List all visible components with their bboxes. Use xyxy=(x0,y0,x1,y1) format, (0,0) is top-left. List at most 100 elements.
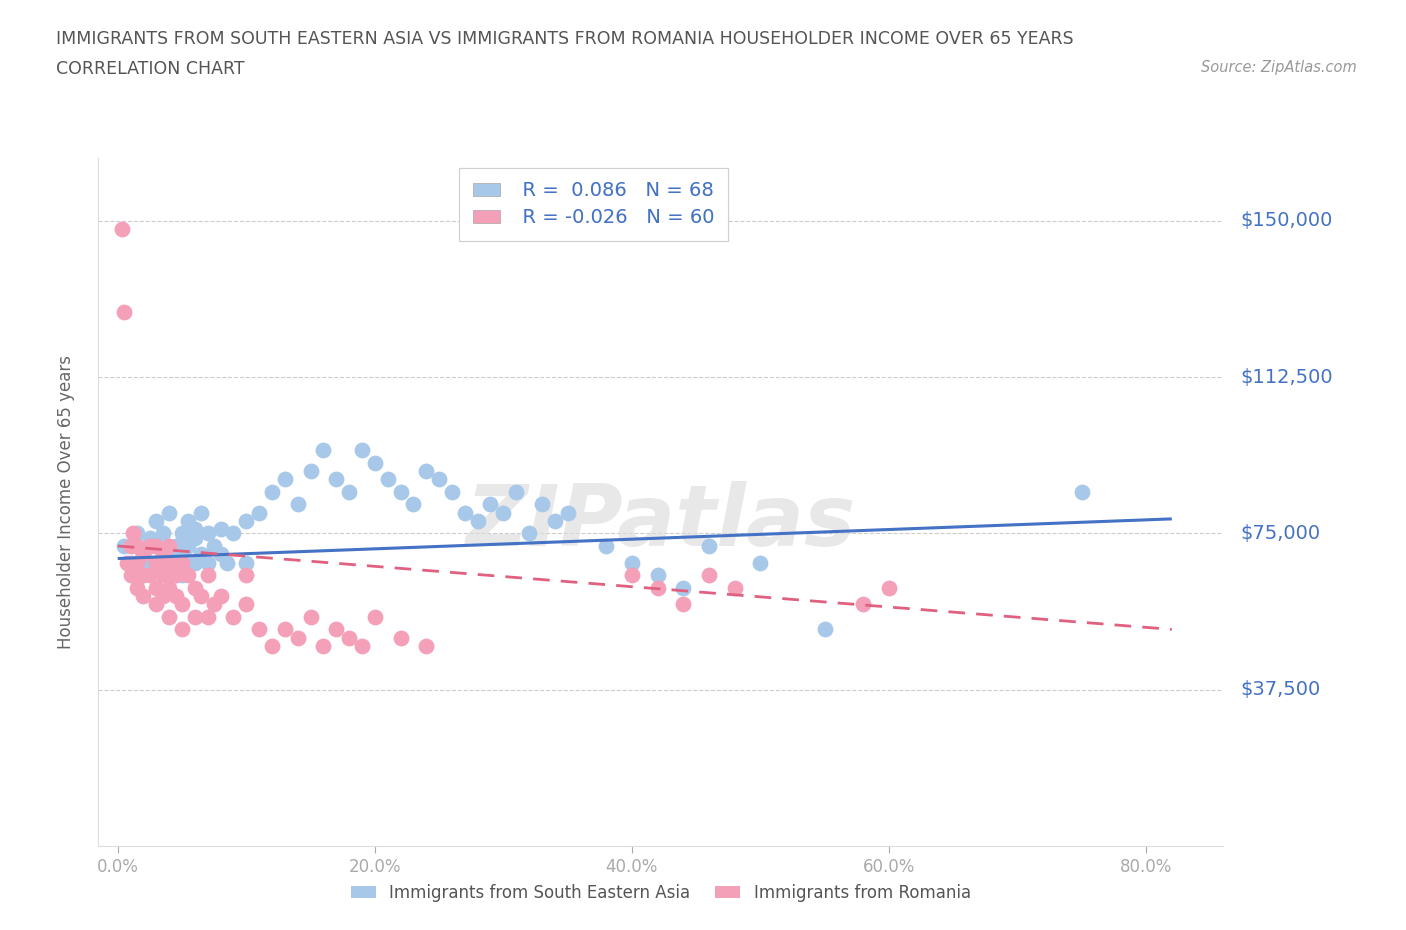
Point xyxy=(672,580,695,595)
Text: CORRELATION CHART: CORRELATION CHART xyxy=(56,60,245,78)
Text: $150,000: $150,000 xyxy=(1240,211,1333,230)
Text: Source: ZipAtlas.com: Source: ZipAtlas.com xyxy=(1201,60,1357,75)
Point xyxy=(877,580,900,595)
Point xyxy=(222,609,245,624)
Point xyxy=(157,609,180,624)
Point xyxy=(467,513,489,528)
Legend:   R =  0.086   N = 68,   R = -0.026   N = 60: R = 0.086 N = 68, R = -0.026 N = 60 xyxy=(458,167,728,241)
Point xyxy=(202,538,225,553)
Point xyxy=(165,555,187,570)
Point xyxy=(337,485,360,499)
Point xyxy=(235,513,257,528)
Point xyxy=(120,538,142,553)
Point xyxy=(440,485,463,499)
Point xyxy=(139,555,162,570)
Point xyxy=(170,526,193,541)
Point xyxy=(647,567,669,582)
Point xyxy=(120,555,142,570)
Point xyxy=(364,609,387,624)
Point xyxy=(157,547,180,562)
Point xyxy=(170,555,193,570)
Point xyxy=(152,555,174,570)
Text: $75,000: $75,000 xyxy=(1240,524,1320,543)
Point xyxy=(177,513,200,528)
Point xyxy=(184,555,207,570)
Point xyxy=(197,567,219,582)
Point xyxy=(852,597,875,612)
Point xyxy=(287,497,309,512)
Point xyxy=(350,443,373,458)
Point xyxy=(157,567,180,582)
Point xyxy=(325,622,347,637)
Point xyxy=(190,547,212,562)
Text: IMMIGRANTS FROM SOUTH EASTERN ASIA VS IMMIGRANTS FROM ROMANIA HOUSEHOLDER INCOME: IMMIGRANTS FROM SOUTH EASTERN ASIA VS IM… xyxy=(56,30,1074,47)
Point xyxy=(209,547,232,562)
Point xyxy=(454,505,477,520)
Point xyxy=(402,497,425,512)
Point xyxy=(197,609,219,624)
Text: $112,500: $112,500 xyxy=(1240,367,1333,387)
Point xyxy=(120,567,142,582)
Point xyxy=(544,513,567,528)
Point xyxy=(620,567,643,582)
Point xyxy=(157,555,180,570)
Point xyxy=(177,538,200,553)
Point xyxy=(247,505,270,520)
Point xyxy=(299,609,322,624)
Point xyxy=(152,547,174,562)
Point xyxy=(202,597,225,612)
Point xyxy=(209,589,232,604)
Point xyxy=(132,589,155,604)
Point xyxy=(647,580,669,595)
Point xyxy=(184,522,207,537)
Point xyxy=(479,497,502,512)
Point xyxy=(170,547,193,562)
Point xyxy=(145,580,167,595)
Point xyxy=(260,639,283,654)
Point xyxy=(1070,485,1092,499)
Point xyxy=(350,639,373,654)
Point xyxy=(505,485,527,499)
Point xyxy=(184,580,207,595)
Point xyxy=(139,567,162,582)
Point xyxy=(125,526,148,541)
Point xyxy=(274,622,297,637)
Point xyxy=(595,538,617,553)
Point xyxy=(389,631,412,645)
Point xyxy=(197,555,219,570)
Legend: Immigrants from South Eastern Asia, Immigrants from Romania: Immigrants from South Eastern Asia, Immi… xyxy=(344,877,977,909)
Point xyxy=(157,505,180,520)
Point xyxy=(377,472,399,486)
Point xyxy=(247,622,270,637)
Point xyxy=(152,589,174,604)
Y-axis label: Householder Income Over 65 years: Householder Income Over 65 years xyxy=(56,355,75,649)
Point xyxy=(115,555,138,570)
Point xyxy=(492,505,515,520)
Point xyxy=(145,538,167,553)
Point xyxy=(517,526,540,541)
Point xyxy=(177,567,200,582)
Point xyxy=(170,597,193,612)
Point xyxy=(165,567,187,582)
Point xyxy=(132,567,155,582)
Point xyxy=(122,526,145,541)
Point xyxy=(274,472,297,486)
Point xyxy=(165,538,187,553)
Point xyxy=(209,522,232,537)
Point xyxy=(190,505,212,520)
Point xyxy=(125,555,148,570)
Point xyxy=(145,555,167,570)
Point xyxy=(389,485,412,499)
Point xyxy=(814,622,837,637)
Point xyxy=(312,639,335,654)
Point xyxy=(235,555,257,570)
Point xyxy=(620,555,643,570)
Point xyxy=(235,597,257,612)
Point xyxy=(125,580,148,595)
Point xyxy=(139,538,162,553)
Point xyxy=(337,631,360,645)
Point xyxy=(287,631,309,645)
Point xyxy=(222,526,245,541)
Point xyxy=(557,505,579,520)
Point xyxy=(530,497,553,512)
